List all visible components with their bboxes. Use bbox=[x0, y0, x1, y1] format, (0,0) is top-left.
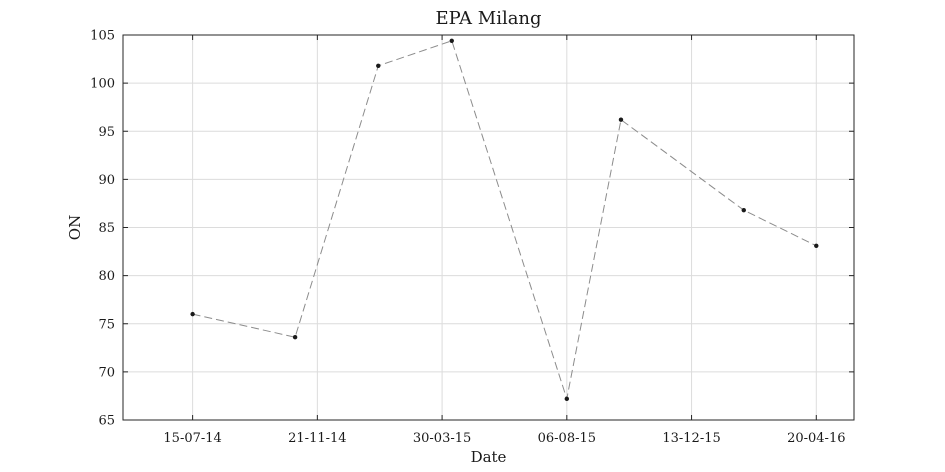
axis-ticks: 65 70 75 80 85 90 95 100 105 15-07-14 21-11-14 30-0… bbox=[90, 29, 854, 446]
x-axis-label: Date bbox=[471, 448, 507, 466]
y-tick-label: 70 bbox=[98, 365, 115, 380]
x-tick-label: 13-12-15 bbox=[662, 431, 720, 446]
x-tick-label: 15-07-14 bbox=[163, 431, 221, 446]
y-tick-label: 95 bbox=[98, 125, 115, 140]
y-axis-label: ON bbox=[66, 215, 84, 240]
y-tick-label: 65 bbox=[98, 414, 115, 429]
data-point bbox=[741, 207, 746, 213]
data-point bbox=[190, 311, 195, 317]
x-tick-label: 21-11-14 bbox=[288, 431, 346, 446]
y-tick-label: 80 bbox=[98, 269, 115, 284]
y-tick-label: 85 bbox=[98, 221, 115, 236]
series-line bbox=[192, 40, 817, 399]
grid-lines bbox=[123, 35, 854, 420]
y-tick-label: 75 bbox=[98, 317, 115, 332]
data-series bbox=[190, 38, 819, 402]
x-tick-label: 30-03-15 bbox=[413, 431, 471, 446]
data-point bbox=[814, 243, 819, 248]
data-point bbox=[618, 117, 624, 122]
y-tick-label: 100 bbox=[90, 77, 115, 92]
chart-title: EPA Milang bbox=[435, 8, 541, 29]
y-tick-label: 90 bbox=[98, 173, 115, 188]
y-tick-label: 105 bbox=[90, 29, 115, 44]
data-point bbox=[564, 396, 570, 402]
x-tick-label: 20-04-16 bbox=[787, 431, 845, 446]
x-tick-label: 06-08-15 bbox=[538, 431, 596, 446]
data-point bbox=[376, 63, 381, 68]
data-point bbox=[292, 335, 298, 340]
data-point bbox=[449, 38, 454, 43]
